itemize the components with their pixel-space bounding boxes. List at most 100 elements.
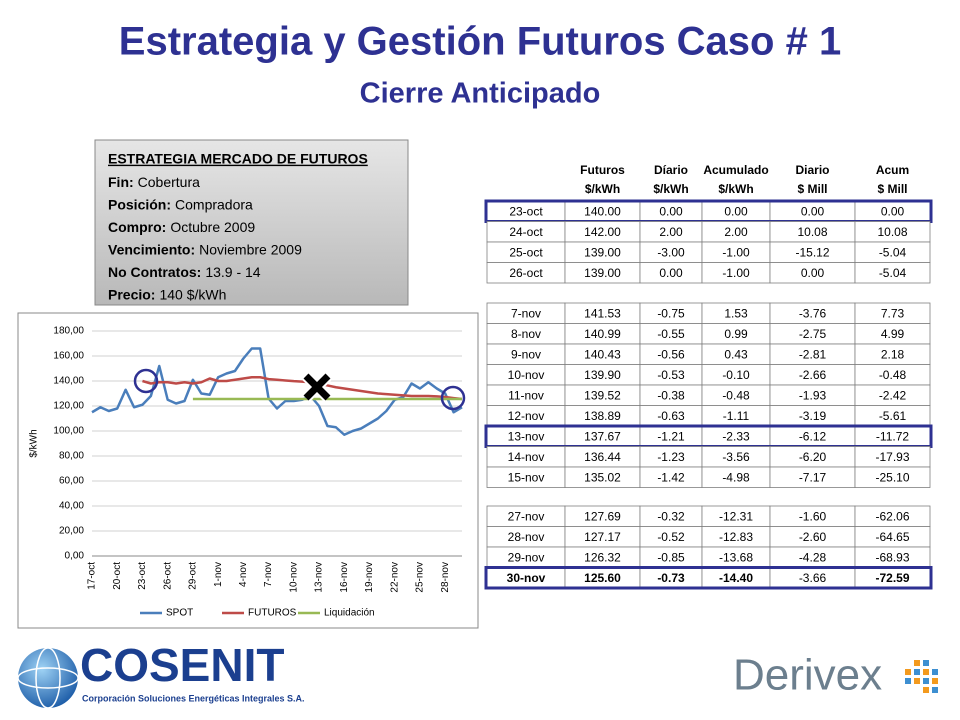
slide-subtitle: Cierre Anticipado — [360, 78, 601, 110]
header-cell: $/kWh — [585, 182, 620, 196]
logo-dot — [905, 669, 911, 675]
table-cell: 2.18 — [881, 347, 905, 361]
table-cell: -14.40 — [719, 571, 753, 585]
y-tick-label: 60,00 — [59, 476, 84, 487]
table-cell: 8-nov — [511, 327, 541, 341]
table-cell: 7-nov — [511, 306, 541, 320]
strategy-item: No Contratos: 13.9 - 14 — [108, 264, 261, 280]
table-cell: 27-nov — [508, 509, 545, 523]
y-tick-label: 0,00 — [65, 551, 85, 562]
strategy-item: Precio: 140 $/kWh — [108, 286, 226, 302]
table-cell: 139.52 — [584, 388, 621, 402]
highlight-circle — [440, 385, 466, 411]
table-cell: -1.60 — [799, 509, 827, 523]
y-tick-label: 160,00 — [53, 351, 84, 362]
table-cell: -0.48 — [879, 368, 907, 382]
series-line — [142, 376, 463, 401]
table-cell: 2.00 — [724, 225, 748, 239]
table-cell: -4.28 — [799, 550, 827, 564]
x-tick-label: 26-oct — [162, 562, 173, 590]
header-cell: $ Mill — [877, 182, 907, 196]
table-cell: 9-nov — [511, 347, 541, 361]
table-cell: -2.66 — [799, 368, 827, 382]
x-tick-label: 19-nov — [364, 562, 375, 593]
table-cell: 2.00 — [659, 225, 683, 239]
table-cell: 28-nov — [508, 530, 545, 544]
table-cell: -6.12 — [799, 429, 827, 443]
x-tick-label: 16-nov — [339, 562, 350, 593]
table-cell: 142.00 — [584, 225, 621, 239]
legend-label: Liquidación — [324, 608, 375, 619]
table-cell: 126.32 — [584, 550, 621, 564]
close-mark — [302, 372, 332, 402]
header-cell: $/kWh — [653, 182, 688, 196]
header-cell: Díario — [654, 163, 688, 177]
strategy-item: Compro: Octubre 2009 — [108, 219, 255, 235]
table-cell: 26-oct — [509, 266, 543, 280]
legend-label: FUTUROS — [248, 608, 297, 619]
table-cell: -3.00 — [657, 245, 685, 259]
table-cell: 12-nov — [508, 409, 545, 423]
table-cell: 10-nov — [508, 368, 545, 382]
table-cell-bg — [854, 262, 931, 284]
table-cell: 137.67 — [584, 429, 621, 443]
strategy-box — [94, 139, 409, 306]
table-cell: -1.00 — [722, 266, 750, 280]
table-cell: -0.56 — [657, 347, 685, 361]
table-cell: 135.02 — [584, 470, 621, 484]
table-cell: 13-nov — [508, 429, 545, 443]
item-value: Cobertura — [138, 174, 200, 190]
table-cell: 0.00 — [801, 266, 825, 280]
table-cell: 11-nov — [508, 388, 544, 402]
item-label: Fin: — [108, 174, 134, 190]
logo-dot — [932, 669, 938, 675]
chart: 0,00 20,00 40,00 60,00 80,00 100,00 120,00 140,… — [29, 326, 463, 619]
table-cell: -0.85 — [657, 550, 685, 564]
table-cell: -5.04 — [879, 266, 907, 280]
chart-frame — [17, 312, 479, 629]
derivex-logo: Derivex — [733, 651, 938, 700]
x-tick-label: 1-nov — [213, 562, 224, 587]
table-cell: -12.31 — [719, 509, 753, 523]
strategy: ESTRATEGIA MERCADO DE FUTUROS Fin: Cobertu… — [108, 151, 368, 303]
table-cell: -13.68 — [719, 550, 753, 564]
table-cell: 0.00 — [659, 204, 683, 218]
table-cell: 125.60 — [584, 571, 621, 585]
table-cell: 127.17 — [584, 530, 621, 544]
x-tick-label: 28-nov — [440, 562, 451, 593]
strategy-item: Vencimiento: Noviembre 2009 — [108, 241, 302, 257]
table-cell-bg — [854, 466, 931, 488]
table-cell: -2.75 — [799, 327, 827, 341]
item-label: Posición: — [108, 196, 171, 212]
table-cell: -0.53 — [657, 368, 685, 382]
slide-title: Estrategia y Gestión Futuros Caso # 1 — [119, 20, 841, 64]
logo-dot — [923, 678, 929, 684]
highlight-circle — [133, 368, 159, 394]
table-cell: 0.43 — [724, 347, 748, 361]
table-cell: 0.00 — [801, 204, 825, 218]
table-cell: 30-nov — [507, 571, 546, 585]
table-cell: -12.83 — [719, 530, 753, 544]
item-value: 13.9 - 14 — [205, 264, 260, 280]
table-cell: -3.66 — [799, 571, 827, 585]
x-tick-label: 23-oct — [137, 562, 148, 590]
table-cell: -64.65 — [875, 530, 909, 544]
x-tick-label: 22-nov — [389, 562, 400, 593]
header-cell: Acumulado — [703, 163, 768, 177]
table-cell: -2.33 — [722, 429, 750, 443]
item-value: Octubre 2009 — [170, 219, 255, 235]
cosenit-logo: COSENIT Corporación Soluciones Energétic… — [17, 639, 305, 709]
y-tick-label: 120,00 — [53, 401, 84, 412]
logo-dot — [932, 687, 938, 693]
table-cell: 136.44 — [584, 450, 621, 464]
y-tick-label: 100,00 — [53, 426, 84, 437]
table-cell: -25.10 — [875, 470, 909, 484]
logo-dot — [932, 678, 938, 684]
table-cell: 141.53 — [584, 306, 621, 320]
table-cell: -0.38 — [657, 388, 685, 402]
table-cell: 140.43 — [584, 347, 621, 361]
table-cell: -0.52 — [657, 530, 685, 544]
item-label: Compro: — [108, 219, 166, 235]
table-cell: 1.53 — [724, 306, 748, 320]
